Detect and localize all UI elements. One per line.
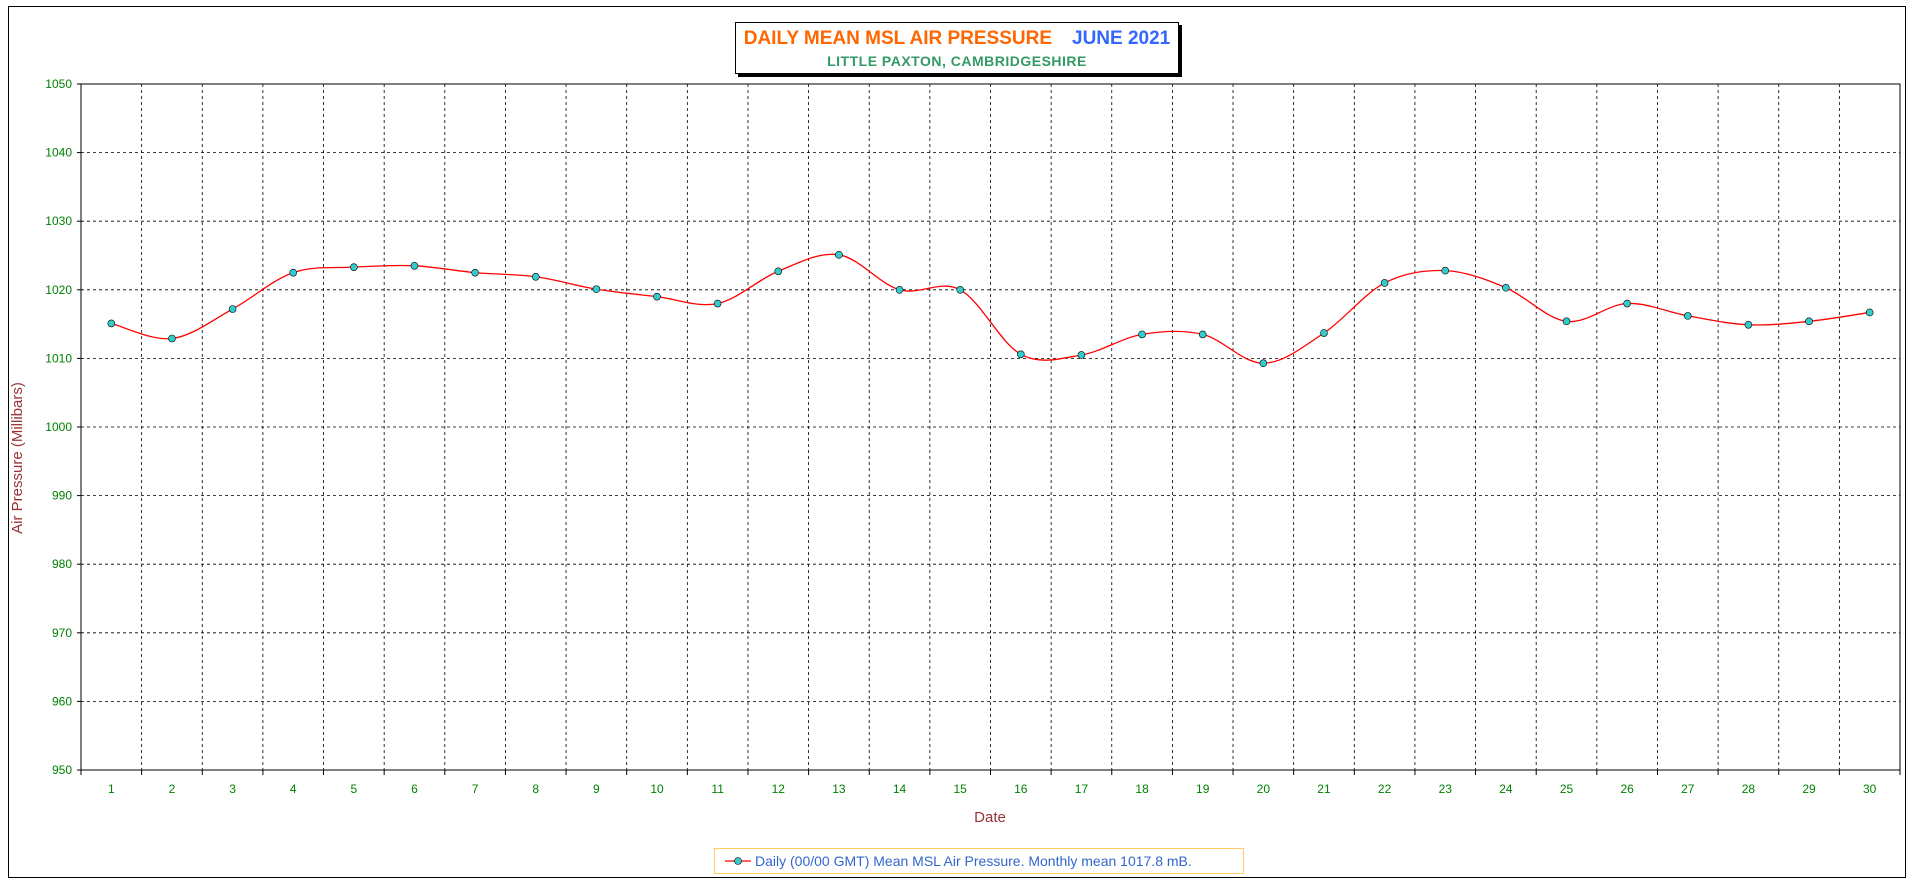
data-points — [107, 251, 1874, 368]
x-tick-label: 12 — [772, 782, 786, 796]
legend-marker — [725, 857, 751, 865]
data-point — [956, 285, 964, 294]
data-point — [1623, 299, 1631, 308]
data-point — [592, 285, 601, 293]
data-point — [1077, 351, 1086, 359]
x-tick-label: 6 — [411, 782, 418, 796]
x-tick-label: 25 — [1560, 782, 1574, 796]
x-tick-label: 10 — [650, 782, 664, 796]
x-tick-label: 23 — [1439, 782, 1453, 796]
data-point — [1865, 308, 1874, 317]
x-tick-label: 16 — [1014, 782, 1028, 796]
x-tick-label: 3 — [229, 782, 236, 796]
data-point — [1320, 329, 1328, 337]
data-point — [713, 299, 722, 308]
data-point — [1138, 330, 1146, 339]
chart-title-box: DAILY MEAN MSL AIR PRESSURE JUNE 2021 LIT… — [735, 22, 1179, 74]
data-point — [410, 261, 419, 270]
x-tick-label: 9 — [593, 782, 600, 796]
y-axis-label: Air Pressure (Millibars) — [9, 382, 26, 534]
x-tick-label: 8 — [532, 782, 539, 796]
data-point — [1502, 283, 1510, 292]
legend-entry: Daily (00/00 GMT) Mean MSL Air Pressure.… — [755, 853, 1192, 869]
y-tick-label: 980 — [52, 557, 72, 571]
data-point — [228, 305, 237, 313]
x-tick-label: 14 — [893, 782, 907, 796]
x-tick-label: 2 — [169, 782, 176, 796]
y-tick-label: 1000 — [45, 420, 72, 434]
x-axis-label: Date — [974, 809, 1006, 826]
data-point — [1683, 312, 1692, 320]
x-tick-label: 26 — [1620, 782, 1634, 796]
data-point — [168, 334, 176, 343]
x-tick-label: 24 — [1499, 782, 1513, 796]
chart-subtitle: LITTLE PAXTON, CAMBRIDGESHIRE — [827, 53, 1087, 69]
x-tick-label: 27 — [1681, 782, 1695, 796]
data-point — [289, 268, 298, 277]
x-tick-label: 29 — [1802, 782, 1816, 796]
x-tick-label: 4 — [290, 782, 297, 796]
y-tick-label: 990 — [52, 489, 72, 503]
y-tick-label: 1050 — [45, 77, 72, 91]
chart-frame — [8, 6, 1906, 878]
y-tick-label: 950 — [52, 763, 72, 777]
data-point — [471, 268, 479, 277]
y-tick-label: 1020 — [45, 283, 72, 297]
x-tick-label: 17 — [1075, 782, 1089, 796]
x-tick-label: 21 — [1317, 782, 1331, 796]
data-point — [1198, 330, 1207, 339]
x-tick-label: 18 — [1135, 782, 1149, 796]
x-tick-label: 15 — [954, 782, 968, 796]
legend: Daily (00/00 GMT) Mean MSL Air Pressure.… — [714, 848, 1244, 874]
y-tick-label: 1030 — [45, 214, 72, 228]
data-point — [653, 292, 661, 301]
data-point — [531, 272, 540, 281]
data-point — [1259, 359, 1268, 368]
x-axis-ticks: 1 2 3 4 5 6 7 8 9 10 11 12 13 14 15 16 17 18 19 20 21 22 23 24 2… — [80, 770, 1901, 796]
y-tick-label: 1010 — [45, 351, 72, 365]
chart-title-period: JUNE 2021 — [1072, 28, 1171, 49]
data-point — [350, 263, 358, 271]
grid — [80, 83, 1901, 771]
x-tick-label: 28 — [1742, 782, 1756, 796]
x-tick-label: 7 — [472, 782, 479, 796]
x-tick-label: 1 — [108, 782, 115, 796]
x-tick-label: 22 — [1378, 782, 1392, 796]
x-tick-label: 19 — [1196, 782, 1210, 796]
data-point — [895, 285, 904, 294]
y-tick-label: 1040 — [45, 146, 72, 160]
x-tick-label: 5 — [351, 782, 358, 796]
chart-title: DAILY MEAN MSL AIR PRESSURE — [743, 28, 1053, 49]
data-point — [1441, 266, 1450, 275]
y-tick-label: 960 — [52, 694, 72, 708]
data-point — [1805, 317, 1813, 326]
y-axis-ticks: 950 960 970 980 990 1000 1010 1020 1030 1040 1050 — [45, 77, 81, 777]
data-point — [835, 251, 843, 259]
y-tick-label: 970 — [52, 626, 72, 640]
data-point — [1017, 350, 1025, 359]
data-point — [774, 267, 783, 276]
x-tick-label: 30 — [1863, 782, 1877, 796]
data-point — [1562, 317, 1571, 326]
x-tick-label: 20 — [1257, 782, 1271, 796]
data-point — [1744, 320, 1753, 329]
x-tick-label: 13 — [832, 782, 846, 796]
x-tick-label: 11 — [711, 782, 724, 796]
data-point — [1380, 279, 1389, 287]
data-point — [107, 319, 116, 328]
